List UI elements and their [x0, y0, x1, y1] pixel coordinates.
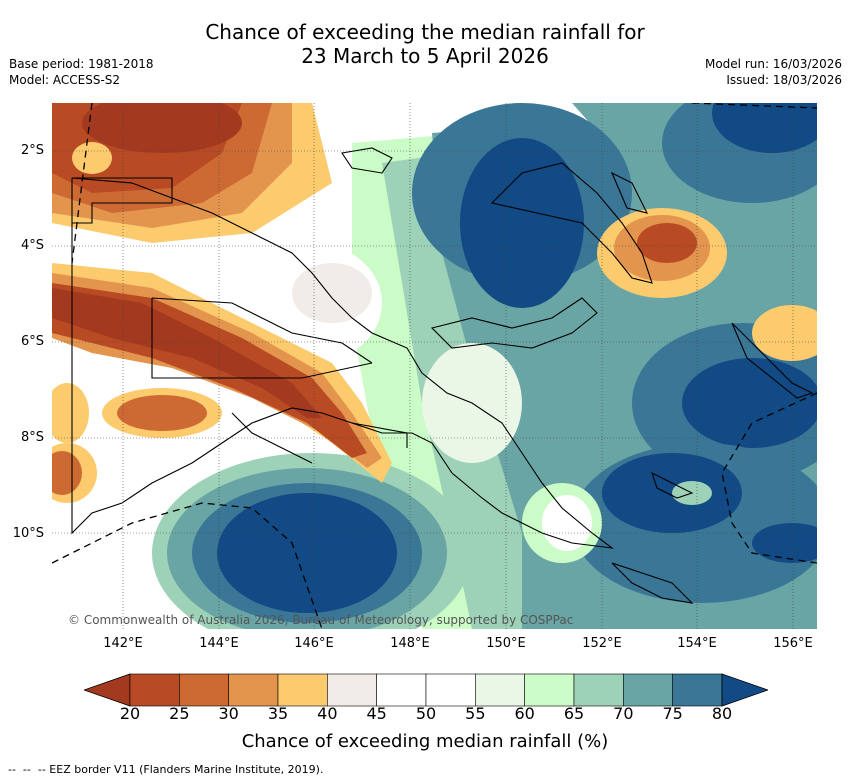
- lon-label-150e: 150°E: [486, 636, 526, 651]
- colorbar-segment: [179, 673, 229, 707]
- coastlines: [71, 147, 814, 604]
- colorbar-over-arrow: [721, 673, 768, 707]
- colorbar-tick-label: 45: [366, 704, 387, 723]
- probability-field: [52, 103, 817, 629]
- model-run: Model run: 16/03/2026: [704, 57, 842, 71]
- colorbar-segment: [327, 673, 377, 707]
- colorbar-tick-label: 35: [267, 704, 289, 723]
- colorbar-segment: [129, 673, 180, 707]
- colorbar-segment: [623, 673, 673, 707]
- graticule: [52, 103, 817, 629]
- lat-label-6s: 6°S: [20, 334, 44, 349]
- colorbar-tick-label: 55: [465, 704, 486, 723]
- eez-legend-line-icon: -- --: [8, 763, 38, 776]
- colorbar-tick-label: 40: [317, 704, 338, 723]
- eez-borders: [52, 103, 817, 629]
- model-name: Model: ACCESS-S2: [9, 73, 121, 87]
- colorbar-segment: [672, 673, 723, 707]
- colorbar-segment: [573, 673, 624, 707]
- colorbar-segment: [524, 673, 575, 707]
- colorbar-tick-label: 80: [711, 704, 733, 723]
- lon-label-156e: 156°E: [773, 636, 813, 651]
- lon-label-146e: 146°E: [294, 636, 334, 651]
- colorbar-segment: [277, 673, 328, 707]
- colorbar-under-arrow: [84, 673, 131, 707]
- colorbar-tick-label: 20: [119, 704, 141, 723]
- colorbar-title: Chance of exceeding median rainfall (%): [241, 731, 609, 752]
- eez-legend: -- -- -- EEZ border V11 (Flanders Marine…: [8, 763, 323, 776]
- meta-left: Base period: 1981-2018 Model: ACCESS-S2: [9, 56, 154, 88]
- lat-label-2s: 2°S: [20, 143, 44, 158]
- colorbar-segment: [475, 673, 525, 707]
- colorbar-tick-label: 30: [218, 704, 239, 723]
- colorbar-tick-label: 65: [563, 704, 585, 723]
- colorbar-tick-label: 50: [415, 704, 437, 723]
- meta-right: Model run: 16/03/2026 Issued: 18/03/2026: [705, 56, 842, 88]
- issued-date: Issued: 18/03/2026: [726, 73, 842, 87]
- map-canvas: [52, 103, 817, 629]
- eez-legend-text: -- EEZ border V11 (Flanders Marine Insti…: [37, 763, 324, 776]
- map-title-line2: 23 March to 5 April 2026: [301, 44, 549, 68]
- copyright-notice: © Commonwealth of Australia 2026, Bureau…: [68, 613, 574, 627]
- colorbar: [84, 673, 768, 707]
- lat-label-10s: 10°S: [12, 526, 44, 541]
- lat-label-4s: 4°S: [20, 238, 44, 253]
- rainfall-map: © Commonwealth of Australia 2026, Bureau…: [52, 103, 817, 629]
- colorbar-segment: [376, 673, 427, 707]
- colorbar-segment: [228, 673, 279, 707]
- lon-label-152e: 152°E: [582, 636, 622, 651]
- lon-label-148e: 148°E: [390, 636, 430, 651]
- colorbar-tick-label: 70: [613, 704, 634, 723]
- base-period: Base period: 1981-2018: [9, 57, 154, 71]
- colorbar-tick-label: 60: [514, 704, 535, 723]
- lon-label-144e: 144°E: [199, 636, 239, 651]
- colorbar-tick-label: 75: [662, 704, 683, 723]
- colorbar-segments: [84, 673, 768, 707]
- map-title-line1: Chance of exceeding the median rainfall …: [205, 20, 645, 44]
- lon-label-142e: 142°E: [103, 636, 143, 651]
- colorbar-tick-label: 25: [169, 704, 190, 723]
- lon-label-154e: 154°E: [677, 636, 717, 651]
- colorbar-segment: [425, 673, 476, 707]
- lat-label-8s: 8°S: [20, 430, 44, 445]
